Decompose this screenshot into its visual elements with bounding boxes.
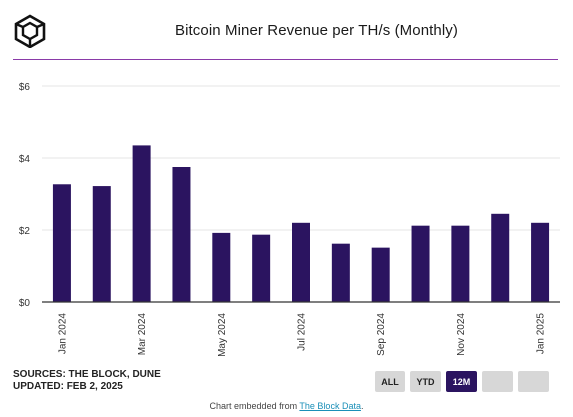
bar: [52, 184, 71, 302]
chart-header: Bitcoin Miner Revenue per TH/s (Monthly): [0, 0, 573, 60]
bar: [172, 167, 191, 302]
x-tick-label: Nov 2024: [456, 313, 467, 356]
x-tick-label: May 2024: [217, 313, 228, 357]
chart-sources: SOURCES: THE BLOCK, DUNE UPDATED: FEB 2,…: [13, 369, 161, 393]
range-12m-button[interactable]: 12M: [446, 371, 477, 392]
y-tick-label: $0: [19, 298, 31, 309]
bar: [132, 145, 151, 302]
the-block-data-link[interactable]: The Block Data: [299, 401, 361, 411]
bar-chart: $0 $2 $4 $6 Jan 2024 Mar 2024 May 2024 Jul 2024…: [19, 82, 560, 357]
the-block-cube-logo-icon: [13, 14, 47, 49]
range-option-button[interactable]: [518, 371, 549, 392]
sources-text: SOURCES: THE BLOCK, DUNE: [13, 369, 161, 380]
bar: [292, 222, 310, 302]
chart-title: Bitcoin Miner Revenue per TH/s (Monthly): [175, 22, 458, 39]
bar: [371, 247, 390, 302]
bar: [331, 243, 350, 302]
bar: [92, 186, 111, 302]
embed-prefix: Chart embedded from: [209, 401, 300, 411]
range-ytd-button[interactable]: YTD: [410, 371, 441, 392]
x-tick-label: Sep 2024: [376, 313, 387, 356]
y-tick-label: $2: [19, 226, 31, 237]
y-tick-label: $6: [19, 82, 31, 93]
header-divider: [13, 59, 558, 60]
bar: [491, 213, 510, 302]
embed-credit: Chart embedded from The Block Data.: [0, 401, 573, 411]
updated-text: UPDATED: FEB 2, 2025: [13, 381, 123, 392]
bar: [451, 225, 470, 302]
range-option-button[interactable]: [482, 371, 513, 392]
bar: [252, 234, 271, 302]
embed-suffix: .: [360, 401, 364, 411]
bar: [212, 232, 231, 302]
range-all-button[interactable]: ALL: [375, 371, 405, 392]
time-range-selector: ALL YTD 12M: [375, 371, 549, 392]
x-tick-label: Jan 2025: [536, 313, 547, 355]
bar: [411, 225, 430, 302]
y-tick-label: $4: [19, 154, 31, 165]
x-tick-label: Jul 2024: [297, 313, 308, 351]
bar: [531, 222, 550, 302]
x-tick-label: Jan 2024: [57, 313, 68, 355]
x-tick-label: Mar 2024: [137, 313, 148, 356]
